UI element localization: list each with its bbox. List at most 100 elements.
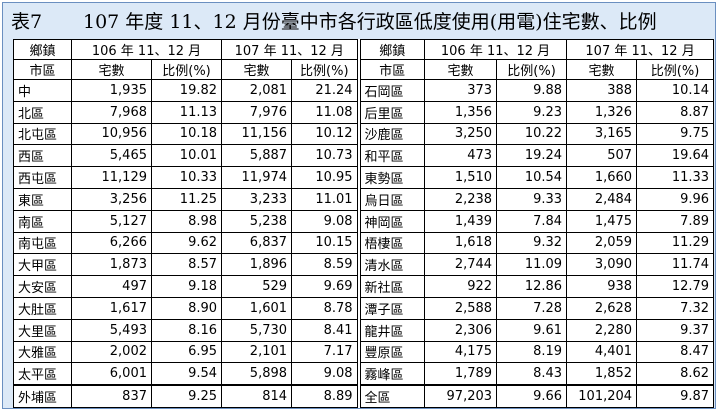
value-cell: 2,306 [424, 318, 498, 342]
district-cell: 潭子區 [356, 296, 426, 320]
value-cell: 8.98 [150, 209, 223, 233]
frame: 表7 107 年度 11、12 月份臺中市各行政區低度使用(用電)住宅數、比例 鄉… [2, 2, 716, 409]
district-cell: 東區 [13, 187, 72, 211]
data-row: 大安區 497 9.18 529 9.69 新社區 922 12.86 938 12.79 [13, 275, 715, 298]
data-row: 大甲區 1,873 8.57 1,896 8.59 清水區 2,744 11.09 3,090 1… [13, 253, 715, 277]
value-cell: 5,238 [221, 209, 293, 233]
value-cell: 11.33 [636, 166, 715, 189]
data-row: 東區 3,256 11.25 3,233 11.01 烏日區 2,238 9.33 2,484 9… [13, 187, 715, 211]
value-cell: 3,233 [221, 187, 293, 211]
value-cell: 7.32 [636, 296, 715, 320]
value-cell: 7.28 [496, 296, 568, 320]
value-cell: 8.41 [291, 318, 360, 342]
value-cell: 497 [71, 275, 152, 298]
district-cell: 南區 [13, 209, 72, 233]
header-cell: 市區 [13, 59, 72, 80]
district-cell: 大甲區 [13, 253, 72, 277]
district-cell: 外埔區 [13, 384, 72, 408]
value-cell: 1,601 [221, 296, 293, 320]
district-cell: 沙鹿區 [356, 122, 426, 146]
value-cell: 5,898 [221, 362, 293, 386]
table: 鄉鎮 106 年 11、12 月 107 年 11、12 月鄉鎮 106 年 11、1… [13, 39, 715, 408]
value-cell: 9.61 [496, 318, 568, 342]
value-cell: 9.75 [636, 122, 715, 146]
value-cell: 1,617 [71, 296, 152, 320]
district-cell: 北屯區 [13, 122, 72, 146]
value-cell: 8.87 [636, 100, 715, 124]
value-cell: 2,744 [424, 253, 498, 277]
district-cell: 北區 [13, 100, 72, 124]
district-cell: 霧峰區 [356, 362, 426, 386]
district-cell: 西區 [13, 144, 72, 168]
value-cell: 11.01 [291, 187, 360, 211]
value-cell: 2,238 [424, 187, 498, 211]
value-cell: 4,175 [424, 340, 498, 364]
value-cell: 10.12 [291, 122, 360, 146]
value-cell: 2,059 [566, 231, 638, 255]
data-row: 外埔區 837 9.25 814 8.89 全區 97,203 9.66 101,204 9.87 [13, 384, 715, 408]
header-cell: 比例(%) [150, 59, 223, 80]
value-cell: 373 [424, 79, 498, 102]
value-cell: 5,493 [71, 318, 152, 342]
value-cell: 1,896 [221, 253, 293, 277]
value-cell: 8.43 [496, 362, 568, 386]
value-cell: 8.89 [291, 384, 360, 408]
value-cell: 9.37 [636, 318, 715, 342]
value-cell: 4,401 [566, 340, 638, 364]
value-cell: 19.82 [150, 79, 223, 102]
header-cell: 宅數 [71, 59, 152, 80]
district-cell: 東勢區 [356, 166, 426, 189]
value-cell: 1,873 [71, 253, 152, 277]
data-row: 北區 7,968 11.13 7,976 11.08 后里區 1,356 9.23 1,326 8… [13, 100, 715, 124]
value-cell: 1,852 [566, 362, 638, 386]
value-cell: 6.95 [150, 340, 223, 364]
value-cell: 3,256 [71, 187, 152, 211]
value-cell: 1,326 [566, 100, 638, 124]
value-cell: 8.19 [496, 340, 568, 364]
value-cell: 1,510 [424, 166, 498, 189]
data-row: 大雅區 2,002 6.95 2,101 7.17 豐原區 4,175 8.19 4,401 8.… [13, 340, 715, 364]
data-row: 大肚區 1,617 8.90 1,601 8.78 潭子區 2,588 7.28 2,628 7.… [13, 296, 715, 320]
title: 表7 107 年度 11、12 月份臺中市各行政區低度使用(用電)住宅數、比例 [11, 7, 657, 37]
value-cell: 814 [221, 384, 293, 408]
value-cell: 10,956 [71, 122, 152, 146]
value-cell: 11.09 [496, 253, 568, 277]
header-cell: 107 年 11、12 月 [566, 39, 715, 60]
value-cell: 922 [424, 275, 498, 298]
value-cell: 2,101 [221, 340, 293, 364]
value-cell: 837 [71, 384, 152, 408]
value-cell: 19.64 [636, 144, 715, 168]
table-label: 表7 [11, 11, 43, 33]
value-cell: 10.33 [150, 166, 223, 189]
district-cell: 龍井區 [356, 318, 426, 342]
value-cell: 12.86 [496, 275, 568, 298]
value-cell: 9.32 [496, 231, 568, 255]
value-cell: 2,588 [424, 296, 498, 320]
value-cell: 7.84 [496, 209, 568, 233]
table-body: 鄉鎮 106 年 11、12 月 107 年 11、12 月鄉鎮 106 年 11、1… [13, 39, 715, 408]
header-cell: 比例(%) [636, 59, 715, 80]
value-cell: 11.25 [150, 187, 223, 211]
value-cell: 10.14 [636, 79, 715, 102]
value-cell: 529 [221, 275, 293, 298]
district-cell: 中 [13, 79, 72, 102]
header-cell: 鄉鎮 [356, 39, 426, 60]
value-cell: 8.62 [636, 362, 715, 386]
value-cell: 9.62 [150, 231, 223, 255]
value-cell: 9.54 [150, 362, 223, 386]
value-cell: 6,001 [71, 362, 152, 386]
district-cell: 大安區 [13, 275, 72, 298]
value-cell: 1,660 [566, 166, 638, 189]
value-cell: 10.18 [150, 122, 223, 146]
value-cell: 10.22 [496, 122, 568, 146]
value-cell: 1,618 [424, 231, 498, 255]
value-cell: 2,002 [71, 340, 152, 364]
header-cell: 比例(%) [496, 59, 568, 80]
value-cell: 11.29 [636, 231, 715, 255]
value-cell: 5,730 [221, 318, 293, 342]
district-cell: 西屯區 [13, 166, 72, 189]
table-title: 107 年度 11、12 月份臺中市各行政區低度使用(用電)住宅數、比例 [83, 11, 657, 33]
header-cell: 106 年 11、12 月 [70, 39, 223, 60]
data-row: 太平區 6,001 9.54 5,898 9.08 霧峰區 1,789 8.43 1,852 8.… [13, 362, 715, 386]
value-cell: 12.79 [636, 275, 715, 298]
